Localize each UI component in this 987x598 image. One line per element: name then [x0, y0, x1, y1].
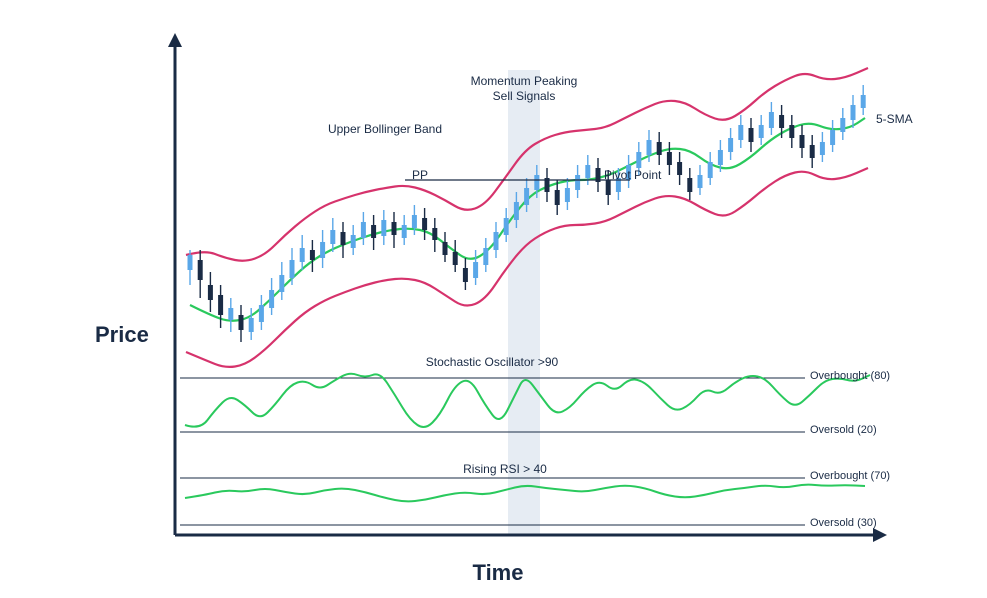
annot-5sma: 5-SMA [876, 112, 913, 126]
annot-pp: PP [412, 168, 428, 182]
annot-upper-bollinger: Upper Bollinger Band [328, 122, 442, 136]
x-axis-label: Time [473, 560, 524, 586]
annot-momentum-peaking: Momentum PeakingSell Signals [471, 74, 578, 104]
annot-pivot-point: Pivot Point [604, 168, 661, 182]
y-axis-label: Price [95, 322, 149, 348]
annot-rsi-overbought: Overbought (70) [810, 470, 890, 482]
annot-stoch-overbought: Overbought (80) [810, 370, 890, 382]
annot-rsi-title: Rising RSI > 40 [463, 462, 547, 476]
annot-stochastic-title: Stochastic Oscillator >90 [426, 355, 558, 369]
annot-rsi-oversold: Oversold (30) [810, 517, 877, 529]
annot-stoch-oversold: Oversold (20) [810, 424, 877, 436]
